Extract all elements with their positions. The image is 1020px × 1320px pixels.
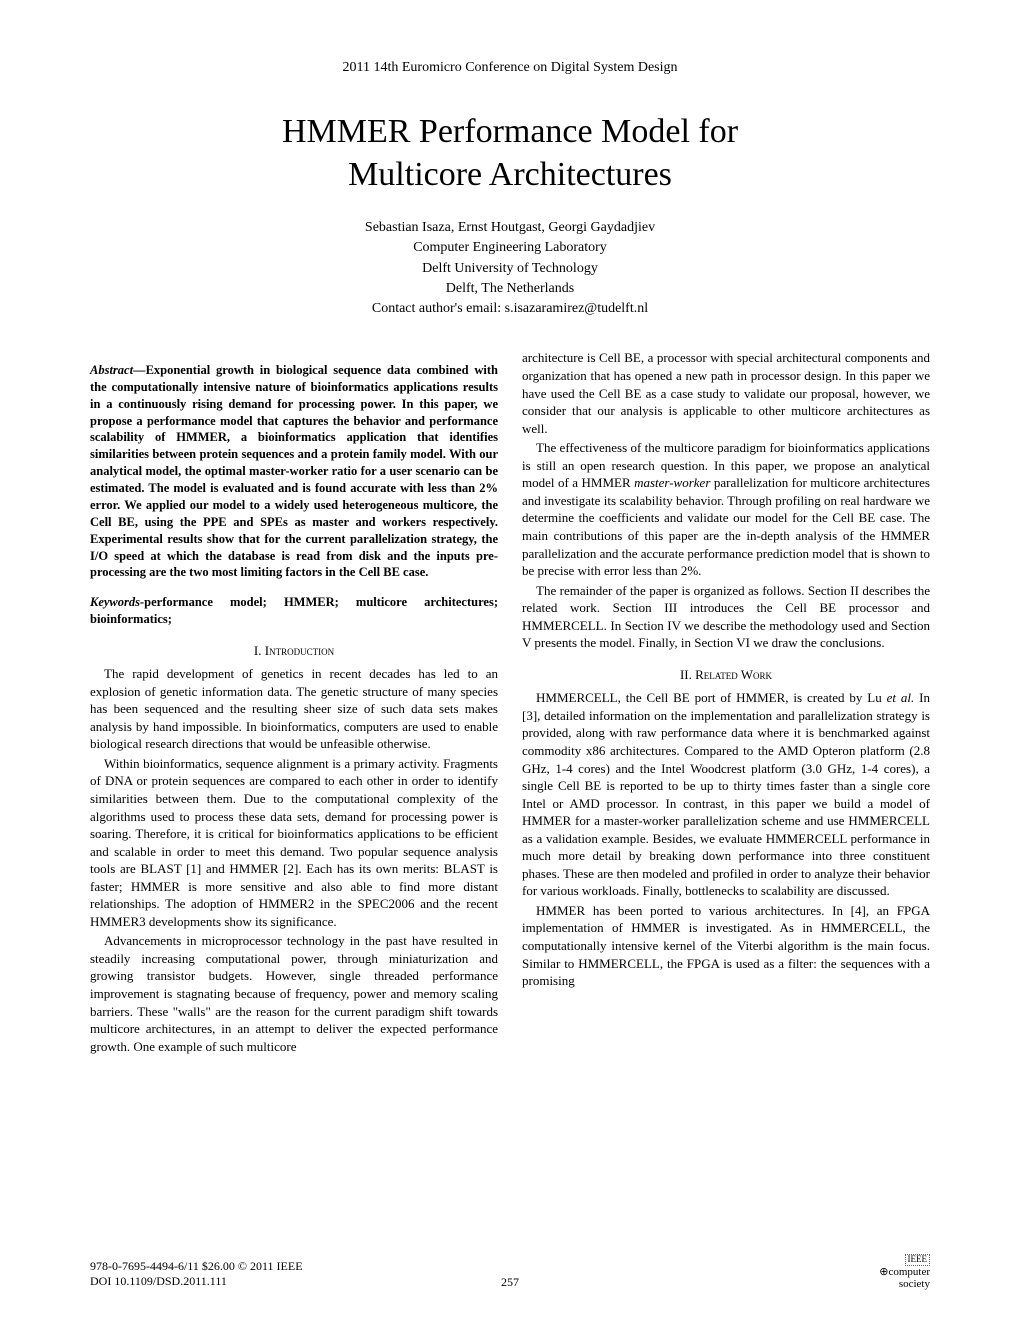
paper-title: HMMER Performance Model for Multicore Ar… <box>90 111 930 196</box>
related-p1a: HMMERCELL, the Cell BE port of HMMER, is… <box>536 690 887 705</box>
abstract-body: Exponential growth in biological sequenc… <box>90 363 498 580</box>
ieee-logo-icon: IEEE <box>905 1254 931 1266</box>
intro-p5: The remainder of the paper is organized … <box>522 582 930 652</box>
related-p2: HMMER has been ported to various archite… <box>522 902 930 990</box>
keywords-label: Keywords- <box>90 595 144 609</box>
related-etal: et al. <box>887 690 915 705</box>
abstract: Abstract—Exponential growth in biologica… <box>90 362 498 581</box>
authors-block: Sebastian Isaza, Ernst Houtgast, Georgi … <box>90 218 930 319</box>
keywords: Keywords-performance model; HMMER; multi… <box>90 594 498 628</box>
author-university: Delft University of Technology <box>422 261 598 276</box>
related-p1b: In [3], detailed information on the impl… <box>522 690 930 898</box>
two-column-body: Abstract—Exponential growth in biologica… <box>90 349 930 1057</box>
intro-p3a: Advancements in microprocessor technolog… <box>90 932 498 1055</box>
title-line-1: HMMER Performance Model for <box>282 113 738 150</box>
page-footer: 978-0-7695-4494-6/11 $26.00 © 2011 IEEE … <box>90 1253 930 1290</box>
related-p1: HMMERCELL, the Cell BE port of HMMER, is… <box>522 689 930 900</box>
footer-logo: IEEE ⊕computer society <box>879 1253 930 1290</box>
abstract-label: Abstract— <box>90 363 146 377</box>
intro-p4: The effectiveness of the multicore parad… <box>522 439 930 579</box>
intro-p4b: parallelization for multicore architectu… <box>522 475 930 578</box>
author-names: Sebastian Isaza, Ernst Houtgast, Georgi … <box>365 220 655 235</box>
page-number: 257 <box>501 1275 519 1290</box>
footer-left: 978-0-7695-4494-6/11 $26.00 © 2011 IEEE … <box>90 1259 303 1290</box>
footer-doi: DOI 10.1109/DSD.2011.111 <box>90 1274 227 1288</box>
paper-page: 2011 14th Euromicro Conference on Digita… <box>0 0 1020 1320</box>
publisher-line2: ⊕computer <box>879 1266 930 1278</box>
section-heading-related: II. Related Work <box>522 666 930 684</box>
intro-master-worker: master-worker <box>634 475 710 490</box>
footer-isbn: 978-0-7695-4494-6/11 $26.00 © 2011 IEEE <box>90 1259 303 1273</box>
author-lab: Computer Engineering Laboratory <box>413 240 607 255</box>
section-heading-intro: I. Introduction <box>90 642 498 660</box>
publisher-line3: society <box>899 1278 930 1290</box>
intro-p1: The rapid development of genetics in rec… <box>90 665 498 753</box>
title-line-2: Multicore Architectures <box>348 156 672 193</box>
keywords-text: performance model; HMMER; multicore arch… <box>90 595 498 626</box>
conference-header: 2011 14th Euromicro Conference on Digita… <box>90 60 930 76</box>
author-location: Delft, The Netherlands <box>446 281 574 296</box>
intro-p2: Within bioinformatics, sequence alignmen… <box>90 755 498 930</box>
right-column: architecture is Cell BE, a processor wit… <box>522 349 930 1057</box>
author-contact: Contact author's email: s.isazaramirez@t… <box>372 301 648 316</box>
intro-p3b: architecture is Cell BE, a processor wit… <box>522 349 930 437</box>
left-column: Abstract—Exponential growth in biologica… <box>90 349 498 1057</box>
